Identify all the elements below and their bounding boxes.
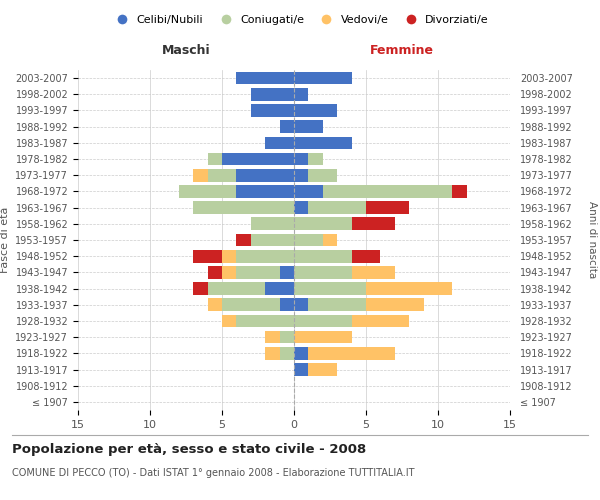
Bar (193, 202, 294, 214)
Bar (294, 314, 352, 328)
Bar (193, 169, 208, 181)
Bar (452, 185, 467, 198)
Bar (208, 298, 222, 311)
Bar (294, 169, 308, 181)
Bar (265, 282, 294, 295)
Bar (265, 347, 280, 360)
Bar (222, 298, 280, 311)
Bar (294, 331, 352, 344)
Bar (265, 136, 294, 149)
Text: Popolazione per età, sesso e stato civile - 2008: Popolazione per età, sesso e stato civil… (12, 442, 366, 456)
Bar (352, 314, 409, 328)
Bar (366, 282, 452, 295)
Text: Maschi: Maschi (161, 44, 211, 57)
Bar (294, 250, 352, 262)
Bar (294, 282, 366, 295)
Bar (280, 331, 294, 344)
Bar (280, 347, 294, 360)
Bar (294, 218, 352, 230)
Bar (222, 250, 236, 262)
Bar (236, 234, 251, 246)
Bar (366, 298, 424, 311)
Bar (280, 266, 294, 278)
Bar (294, 88, 308, 101)
Bar (208, 282, 265, 295)
Bar (222, 266, 236, 278)
Bar (294, 363, 308, 376)
Bar (308, 363, 337, 376)
Bar (294, 202, 308, 214)
Bar (294, 266, 352, 278)
Bar (294, 152, 308, 166)
Bar (308, 347, 395, 360)
Bar (280, 120, 294, 133)
Bar (294, 298, 308, 311)
Bar (236, 266, 280, 278)
Text: Anni di nascita: Anni di nascita (587, 202, 597, 278)
Bar (294, 104, 337, 117)
Bar (352, 250, 380, 262)
Bar (222, 152, 294, 166)
Bar (294, 347, 308, 360)
Bar (352, 266, 395, 278)
Text: Femmine: Femmine (370, 44, 434, 57)
Bar (294, 120, 323, 133)
Bar (294, 185, 323, 198)
Bar (193, 250, 222, 262)
Text: COMUNE DI PECCO (TO) - Dati ISTAT 1° gennaio 2008 - Elaborazione TUTTITALIA.IT: COMUNE DI PECCO (TO) - Dati ISTAT 1° gen… (12, 468, 415, 477)
Bar (265, 331, 280, 344)
Bar (294, 136, 352, 149)
Bar (323, 185, 452, 198)
Bar (208, 266, 222, 278)
Bar (308, 169, 337, 181)
Bar (308, 202, 366, 214)
Bar (179, 185, 236, 198)
Bar (366, 202, 409, 214)
Bar (193, 282, 208, 295)
Bar (251, 104, 294, 117)
Bar (280, 298, 294, 311)
Bar (236, 314, 294, 328)
Bar (308, 298, 366, 311)
Bar (251, 88, 294, 101)
Bar (251, 218, 294, 230)
Y-axis label: Fasce di età: Fasce di età (0, 207, 10, 273)
Bar (208, 169, 236, 181)
Bar (236, 169, 294, 181)
Bar (352, 218, 395, 230)
Bar (236, 250, 294, 262)
Bar (236, 185, 294, 198)
Bar (222, 314, 236, 328)
Bar (236, 72, 294, 85)
Legend: Celibi/Nubili, Coniugati/e, Vedovi/e, Divorziati/e: Celibi/Nubili, Coniugati/e, Vedovi/e, Di… (107, 10, 493, 29)
Bar (251, 234, 294, 246)
Bar (208, 152, 222, 166)
Bar (323, 234, 337, 246)
Bar (294, 234, 323, 246)
Bar (294, 72, 352, 85)
Bar (308, 152, 323, 166)
